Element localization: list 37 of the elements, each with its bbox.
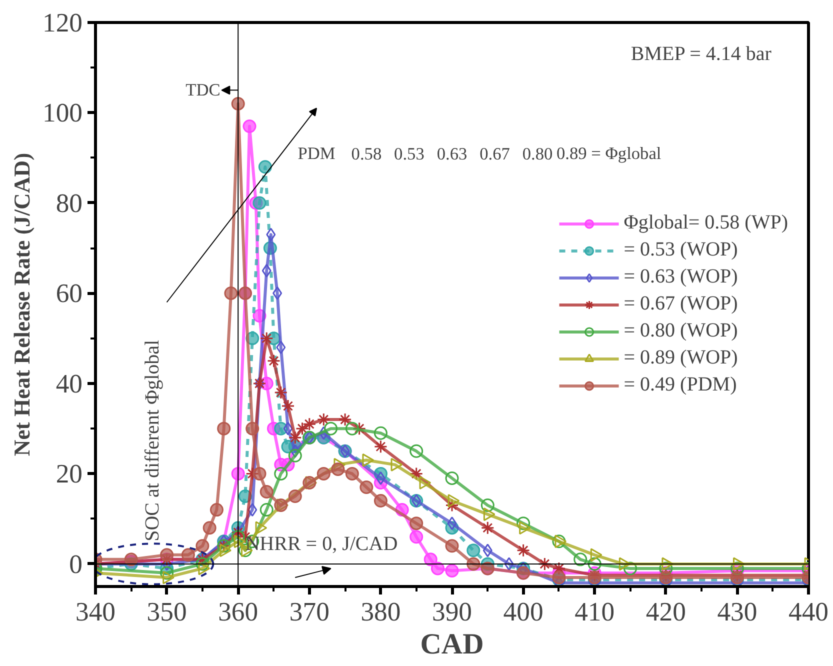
x-tick-label: 410 — [574, 596, 615, 626]
y-tick-label: 0 — [69, 548, 82, 579]
annotation: 0.89 = Φglobal — [556, 144, 662, 163]
legend-label: = 0.53 (WOP) — [624, 238, 738, 262]
annotation: PDM — [298, 144, 336, 163]
annotation: BMEP = 4.14 bar — [630, 43, 772, 66]
ref-line-label: TDC — [186, 80, 220, 100]
x-tick-label: 420 — [646, 596, 686, 626]
annotation: 0.63 — [436, 144, 468, 164]
legend-label: = 0.89 (WOP) — [624, 346, 738, 370]
legend-label: = 0.80 (WOP) — [624, 318, 738, 344]
x-tick-label: 370 — [289, 596, 330, 626]
y-tick-label: 80 — [56, 188, 82, 218]
y-axis-title: Net Heat Release Rate (J/CAD) — [10, 152, 35, 456]
annotation: 0.53 — [394, 144, 424, 164]
legend-label: = 0.49 (PDM) — [624, 372, 737, 398]
y-tick-label: 100 — [42, 98, 82, 128]
y-tick-label: 20 — [56, 458, 82, 489]
y-tick-label: 60 — [56, 278, 82, 308]
legend-label: Φglobal= 0.58 (WP) — [624, 210, 788, 236]
legend-label: = 0.67 (WOP) — [624, 292, 738, 316]
y-tick-label: 40 — [56, 368, 82, 398]
annotation: 0.58 — [351, 144, 382, 164]
annotation: 0.67 — [480, 144, 510, 164]
x-tick-label: 400 — [503, 596, 544, 626]
x-tick-label: 390 — [432, 596, 472, 626]
x-tick-label: 360 — [218, 596, 258, 626]
x-tick-label: 380 — [360, 596, 401, 626]
x-tick-label: 350 — [146, 596, 187, 626]
y-tick-label: 120 — [42, 8, 82, 38]
x-axis-title: CAD — [420, 628, 484, 660]
annotation: 0.80 — [522, 144, 553, 164]
x-tick-label: 430 — [717, 596, 758, 626]
annotation: SOC at different Φglobal — [142, 340, 164, 542]
x-tick-label: 340 — [76, 596, 116, 626]
legend-label: = 0.63 (WOP) — [624, 264, 738, 290]
x-tick-label: 440 — [788, 596, 828, 626]
